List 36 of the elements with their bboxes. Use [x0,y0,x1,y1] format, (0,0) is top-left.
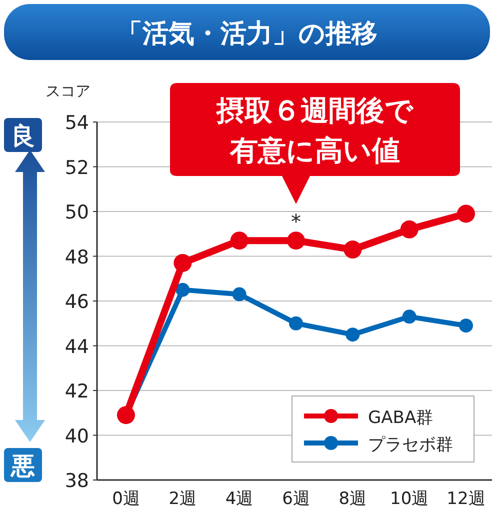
x-tick-label: 12週 [446,489,486,509]
annotation: * [291,210,301,234]
x-tick-label: 2週 [168,489,197,509]
chart-title: 「活気・活力」の推移 [116,19,378,49]
point [287,232,305,250]
y-tick-label: 48 [64,246,89,268]
text: 良 [11,122,35,150]
y-tick-label: 54 [64,112,89,134]
x-tick-label: 10週 [390,489,429,509]
x-tick-label: 0週 [112,489,140,509]
text: 悪 [10,452,35,480]
point [346,328,360,342]
legend-label: GABA群 [368,408,434,428]
legend-label: プラセボ群 [368,435,453,455]
y-axis-title: スコア [46,82,90,100]
y-tick-label: 50 [64,202,89,224]
point [402,310,416,324]
y-tick-label: 46 [64,291,89,313]
point [400,220,418,238]
point [176,282,190,297]
y-tick-label: 40 [64,425,89,448]
annotation: 摂取６週間後で有意に高い値 [216,94,414,167]
y-tick-label: 52 [64,156,89,179]
point [459,318,473,333]
y-tick-label: 38 [64,470,89,492]
y-tick-label: 42 [64,380,89,402]
y-tick-label: 44 [64,336,89,358]
point [232,287,246,302]
x-tick-label: 8週 [338,489,367,509]
x-tick-label: 4週 [225,489,254,509]
point [344,240,362,259]
point [289,316,303,330]
point [174,254,192,272]
point [230,232,248,250]
x-tick-label: 6週 [282,489,310,509]
point [457,204,475,223]
